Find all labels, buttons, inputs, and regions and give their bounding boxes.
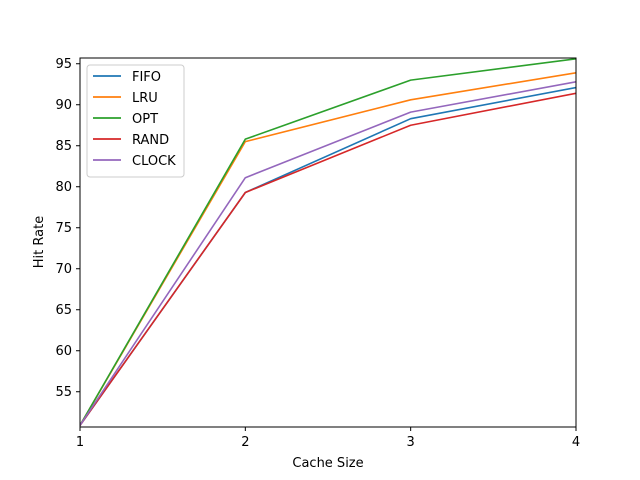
legend-label-opt: OPT (132, 112, 158, 127)
legend-label-fifo: FIFO (132, 70, 161, 85)
y-axis-label: Hit Rate (32, 216, 47, 268)
x-tick-label: 1 (76, 435, 84, 450)
legend-box (86, 64, 185, 178)
axes (79, 57, 577, 428)
y-tick-label: 95 (55, 57, 72, 72)
y-tick-label: 60 (55, 344, 72, 359)
x-axis-label: Cache Size (292, 456, 363, 471)
y-tick-label: 80 (55, 180, 72, 195)
y-tick-label: 85 (55, 139, 72, 154)
x-tick-label: 2 (241, 435, 249, 450)
x-tick-label: 3 (407, 435, 415, 450)
ticks: 1 2 3 4 55 60 65 70 75 80 85 90 95 (55, 57, 580, 450)
legend-label-clock: CLOCK (132, 154, 176, 169)
y-tick-label: 75 (55, 221, 72, 236)
y-tick-label: 55 (55, 385, 72, 400)
legend: FIFO LRU OPT RAND CLOCK (86, 64, 185, 178)
x-tick-label: 4 (572, 435, 580, 450)
legend-label-lru: LRU (132, 91, 158, 106)
y-tick-label: 90 (55, 98, 72, 113)
series-lines (80, 58, 576, 426)
axes-frame (79, 57, 577, 428)
series-line-rand (80, 92, 576, 426)
y-tick-label: 65 (55, 303, 72, 318)
series-line-clock (80, 80, 576, 426)
legend-label-rand: RAND (132, 133, 169, 148)
series-line-opt (80, 58, 576, 426)
y-tick-label: 70 (55, 262, 72, 277)
